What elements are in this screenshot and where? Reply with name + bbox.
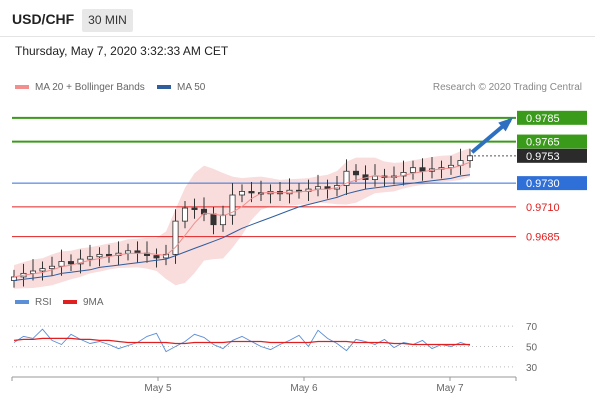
candle-body (67, 261, 75, 265)
last-price-tag (517, 148, 587, 163)
level-label-4: 0.9685 (526, 232, 560, 244)
candle-body (343, 170, 350, 186)
candle-body (162, 253, 170, 259)
candle (58, 249, 65, 276)
candle-body (248, 191, 255, 194)
candle (153, 248, 160, 268)
symbol-label: USD/CHF (12, 11, 75, 27)
level-tag-2 (517, 176, 587, 191)
x-tick-label-2: May 7 (436, 383, 464, 394)
level-label-3: 0.9710 (526, 202, 560, 214)
candle (96, 247, 103, 267)
candle-body (39, 268, 46, 272)
candle (67, 254, 75, 271)
candle-body (210, 213, 217, 226)
ma50-line (13, 174, 471, 281)
copyright-label: Research © 2020 Trading Central (432, 82, 582, 93)
candle-body (419, 167, 426, 172)
candle-body (191, 207, 198, 210)
candle-body (371, 175, 379, 180)
rsi-tick-1: 50 (526, 343, 538, 354)
candle-body (447, 164, 455, 169)
candle (229, 183, 236, 225)
candle-body (172, 220, 179, 255)
x-tick-label-1: May 6 (290, 383, 318, 394)
candle (105, 244, 113, 263)
rsi-label: RSI (35, 297, 52, 308)
candle (466, 148, 474, 168)
forecast-arrow-head (498, 117, 514, 132)
candle-body (409, 167, 417, 173)
legend-ma20: MA 20 + Bollinger Bands (15, 82, 145, 93)
x-tick-label-0: May 5 (144, 383, 172, 394)
ma50-label: MA 50 (177, 82, 206, 93)
candle-body (352, 170, 360, 176)
ma20-label: MA 20 + Bollinger Bands (35, 82, 145, 93)
candle (238, 184, 246, 203)
candle-body (86, 256, 94, 260)
candle-body (124, 250, 132, 254)
timestamp-label: Thursday, May 7, 2020 3:32:33 AM CET (15, 44, 229, 58)
ma50-swatch (157, 85, 171, 90)
candle (181, 200, 189, 229)
level-lines (12, 116, 516, 238)
candle (447, 155, 455, 175)
candle-body (200, 208, 208, 215)
candle-body (466, 155, 474, 161)
candle (343, 159, 350, 195)
candle-body (105, 253, 113, 257)
level-tag-1 (517, 134, 587, 149)
candle (86, 244, 94, 267)
9ma-swatch (63, 300, 77, 305)
chart-header: USD/CHF 30 MIN (0, 0, 595, 37)
candle (409, 160, 417, 180)
candle (419, 158, 426, 181)
timeframe-button[interactable]: 30 MIN (82, 9, 133, 32)
9ma-label: 9MA (83, 297, 104, 308)
legend-ma50: MA 50 (157, 82, 205, 93)
level-label-0: 0.9785 (526, 113, 560, 125)
candle-body (58, 261, 65, 267)
candle (352, 164, 360, 182)
moving-averages (13, 117, 514, 281)
bollinger-band (14, 148, 470, 289)
rsi-swatch (15, 300, 29, 305)
candle-body (77, 258, 84, 265)
candle-body (229, 194, 236, 216)
candle (191, 198, 198, 219)
bollinger-band-fill (14, 148, 470, 289)
candle-body (238, 191, 246, 196)
candle (77, 249, 84, 274)
candle-body (181, 207, 189, 222)
level-tag-0 (517, 110, 587, 125)
rsi-tick-0: 70 (526, 322, 538, 333)
legend-rsi: RSI (15, 297, 52, 308)
candle (48, 256, 56, 276)
price-labels: 0.9785 0.9765 0.9730 0.9710 0.9685 0.9753 (517, 110, 587, 244)
rsi-tick-2: 30 (526, 363, 538, 374)
level-label-2: 0.9730 (526, 178, 560, 190)
candle (400, 160, 407, 186)
candle-body (314, 186, 322, 190)
candle-body (153, 255, 160, 259)
rsi-panel: 70 50 30 (12, 322, 538, 374)
candle (219, 205, 227, 232)
ma20-line (13, 161, 471, 278)
candle (172, 209, 179, 264)
last-price-label: 0.9753 (526, 151, 560, 163)
9ma-line (13, 337, 470, 346)
candle-body (48, 265, 56, 270)
candle-body (219, 214, 227, 226)
candle-body (29, 270, 37, 274)
candle-body (400, 172, 407, 177)
candle-body (96, 253, 103, 258)
ma20-swatch (15, 85, 29, 90)
candle (200, 197, 208, 222)
legend-9ma: 9MA (63, 297, 104, 308)
rsi-line (13, 328, 471, 353)
level-label-1: 0.9765 (526, 137, 560, 149)
x-axis: May 5 May 6 May 7 (11, 376, 517, 394)
